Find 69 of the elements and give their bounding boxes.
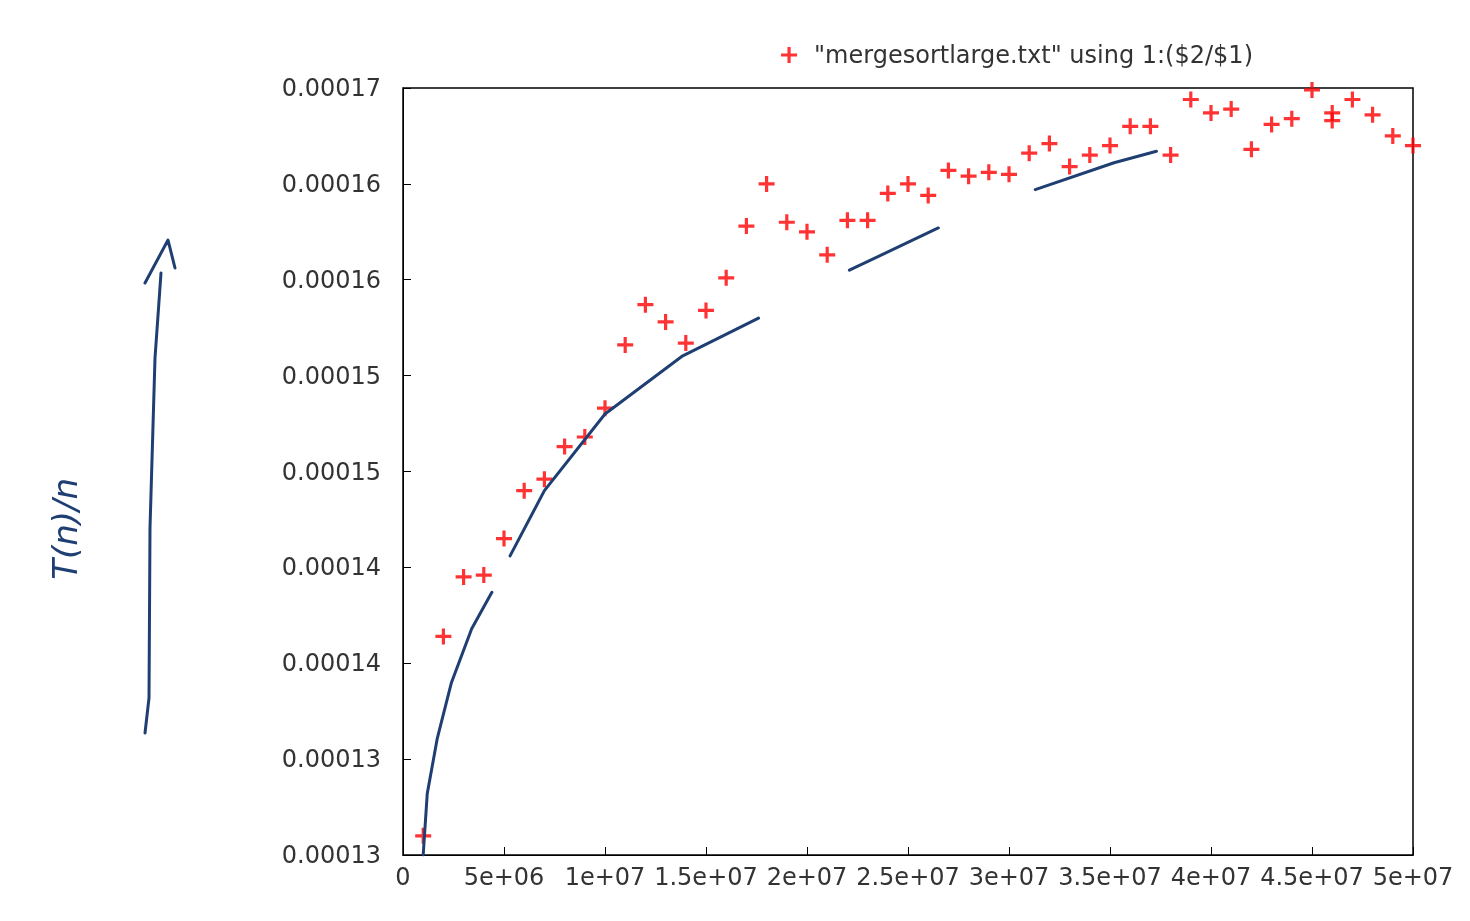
point bbox=[1182, 91, 1199, 108]
legend-label: "mergesortlarge.txt" using 1:($2/$1) bbox=[814, 41, 1253, 69]
point bbox=[758, 175, 775, 192]
x-tick-label: 3.5e+07 bbox=[1058, 863, 1162, 891]
point bbox=[1304, 81, 1320, 98]
point bbox=[1384, 127, 1401, 144]
point bbox=[1223, 101, 1240, 118]
point bbox=[698, 302, 714, 319]
x-tick-label: 4e+07 bbox=[1170, 863, 1252, 891]
point bbox=[859, 212, 876, 229]
point bbox=[718, 269, 735, 286]
x-tick-label: 5e+07 bbox=[1372, 863, 1454, 891]
point bbox=[1283, 110, 1300, 127]
point bbox=[516, 482, 533, 499]
point bbox=[1142, 118, 1159, 135]
point bbox=[1081, 147, 1098, 164]
y-tick-label: 0.00017 bbox=[281, 74, 381, 102]
x-tick-label: 1.5e+07 bbox=[654, 863, 758, 891]
x-tick-label: 2e+07 bbox=[766, 863, 848, 891]
x-tick-label: 0 bbox=[395, 863, 411, 891]
point bbox=[1061, 158, 1078, 175]
x-tick-label: 5e+06 bbox=[463, 863, 545, 891]
y-tick-label: 0.00015 bbox=[281, 361, 381, 390]
x-tick-label: 4.5e+07 bbox=[1260, 863, 1364, 891]
point bbox=[455, 568, 472, 585]
y-tick-label: 0.00015 bbox=[281, 457, 381, 486]
text: T(n)/n bbox=[45, 477, 85, 580]
point bbox=[496, 530, 512, 547]
y-tick-label: 0.00016 bbox=[281, 265, 381, 294]
point bbox=[1102, 137, 1118, 154]
point bbox=[657, 313, 674, 330]
point bbox=[1122, 118, 1139, 135]
y-tick-label: 0.00013 bbox=[281, 745, 381, 774]
point bbox=[475, 567, 492, 584]
point bbox=[940, 162, 957, 179]
point bbox=[617, 336, 634, 353]
point bbox=[819, 246, 836, 263]
point bbox=[879, 185, 896, 202]
point bbox=[1162, 147, 1179, 164]
point bbox=[799, 223, 815, 240]
point bbox=[536, 471, 553, 488]
y-tick-label: 0.00013 bbox=[281, 841, 381, 869]
point bbox=[1263, 116, 1280, 133]
point bbox=[1405, 137, 1421, 154]
point bbox=[1324, 112, 1341, 129]
point bbox=[900, 175, 916, 192]
point bbox=[556, 438, 573, 455]
point bbox=[1021, 145, 1038, 162]
x-tick-label: 2.5e+07 bbox=[856, 863, 960, 891]
y-tick-label: 0.00016 bbox=[281, 169, 381, 198]
point bbox=[637, 296, 654, 313]
point bbox=[1243, 141, 1260, 158]
x-tick-label: 3e+07 bbox=[968, 863, 1050, 891]
point bbox=[738, 218, 755, 235]
point bbox=[980, 164, 997, 181]
y-tick-label: 0.00014 bbox=[281, 553, 381, 582]
point bbox=[920, 187, 937, 204]
point bbox=[1203, 104, 1219, 121]
x-tick-label: 1e+07 bbox=[564, 863, 646, 891]
point bbox=[1001, 166, 1017, 183]
point bbox=[435, 628, 452, 645]
point bbox=[1364, 106, 1381, 123]
point bbox=[839, 212, 856, 229]
y-tick-label: 0.00014 bbox=[281, 649, 381, 678]
point bbox=[1344, 91, 1361, 108]
point bbox=[1041, 135, 1058, 152]
point bbox=[778, 214, 795, 231]
point bbox=[960, 168, 977, 185]
point bbox=[677, 335, 694, 352]
